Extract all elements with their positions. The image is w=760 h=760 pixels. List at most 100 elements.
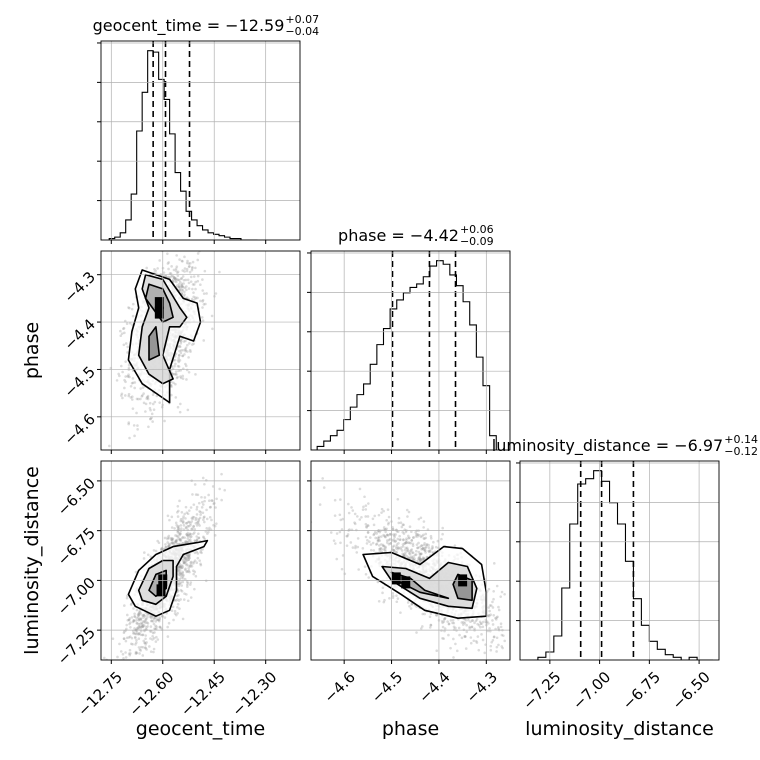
sample-point: [182, 524, 186, 527]
sample-point: [382, 600, 386, 604]
sample-point: [194, 297, 197, 301]
sample-point: [494, 627, 497, 631]
sample-point: [177, 354, 181, 357]
sample-point: [487, 613, 491, 617]
sample-point: [382, 548, 386, 551]
sample-point: [423, 541, 426, 545]
sample-point: [152, 616, 155, 620]
sample-point: [354, 544, 357, 548]
sample-point: [178, 244, 181, 247]
sample-point: [170, 538, 173, 542]
sample-point: [197, 536, 201, 540]
sample-point: [188, 570, 191, 574]
sample-point: [210, 518, 213, 522]
sample-point: [402, 538, 405, 542]
sample-point: [155, 625, 158, 629]
sample-point: [193, 527, 197, 531]
sample-point: [174, 277, 177, 281]
sample-point: [512, 627, 515, 630]
sample-point: [170, 393, 173, 397]
sample-point: [137, 397, 140, 401]
sample-point: [364, 572, 368, 576]
sample-point: [135, 411, 138, 415]
sample-point: [151, 635, 154, 638]
sample-point: [185, 521, 189, 525]
sample-point: [356, 537, 360, 540]
sample-point: [396, 497, 400, 501]
sample-point: [174, 534, 177, 537]
sample-point: [384, 535, 387, 539]
sample-point: [158, 259, 161, 262]
sample-point: [417, 517, 421, 521]
sample-point: [385, 533, 389, 537]
sample-point: [363, 565, 367, 568]
sample-point: [495, 616, 498, 619]
sample-point: [137, 637, 141, 641]
sample-point: [151, 638, 154, 641]
sample-point: [148, 406, 152, 410]
sample-point: [166, 252, 169, 256]
sample-point: [127, 363, 131, 367]
sample-point: [189, 350, 192, 353]
sample-point: [427, 543, 430, 547]
sample-point: [388, 537, 392, 541]
sample-point: [186, 534, 189, 537]
sample-point: [341, 554, 345, 557]
density-peak-1: [154, 306, 164, 319]
sample-point: [392, 538, 396, 541]
sample-point: [185, 368, 189, 372]
sample-point: [176, 359, 180, 362]
sample-point: [184, 560, 187, 564]
sample-point: [425, 543, 429, 546]
sample-point: [189, 535, 192, 539]
sample-point: [443, 617, 447, 621]
sample-point: [181, 570, 185, 574]
sample-point: [196, 521, 199, 524]
sample-point: [173, 276, 176, 280]
sample-point: [345, 544, 349, 547]
sample-point: [129, 652, 132, 655]
sample-point: [154, 269, 157, 273]
sample-point: [404, 546, 408, 550]
sample-point: [400, 549, 404, 552]
sample-point: [127, 421, 131, 424]
sample-point: [407, 536, 410, 540]
sample-point: [171, 538, 174, 542]
sample-point: [130, 616, 134, 619]
sample-point: [167, 544, 170, 548]
sample-point: [500, 633, 504, 637]
sample-point: [366, 539, 369, 542]
sample-point: [208, 515, 212, 519]
sample-point: [146, 613, 149, 617]
sample-point: [415, 543, 419, 546]
sample-point: [423, 546, 426, 550]
sample-point: [186, 259, 189, 263]
sample-point: [491, 600, 494, 604]
sample-point: [408, 536, 411, 540]
sample-point: [461, 623, 465, 626]
sample-point: [410, 603, 413, 606]
sample-point: [360, 515, 363, 519]
sample-point: [385, 541, 389, 544]
sample-point: [192, 291, 195, 294]
sample-point: [202, 303, 206, 306]
sample-point: [182, 520, 185, 523]
sample-point: [127, 422, 130, 426]
sample-point: [198, 524, 201, 527]
sample-point: [148, 401, 152, 405]
sample-point: [421, 547, 425, 550]
sample-point: [177, 278, 180, 282]
sample-point: [202, 516, 206, 519]
sample-point: [451, 621, 454, 625]
sample-point: [175, 278, 179, 282]
sample-point: [170, 541, 173, 545]
sample-point: [220, 472, 223, 476]
sample-point: [419, 552, 423, 555]
sample-point: [400, 546, 403, 549]
sample-point: [481, 620, 485, 624]
sample-point: [340, 567, 344, 571]
sample-point: [442, 620, 446, 623]
sample-point: [174, 539, 178, 542]
sample-point: [446, 620, 449, 623]
